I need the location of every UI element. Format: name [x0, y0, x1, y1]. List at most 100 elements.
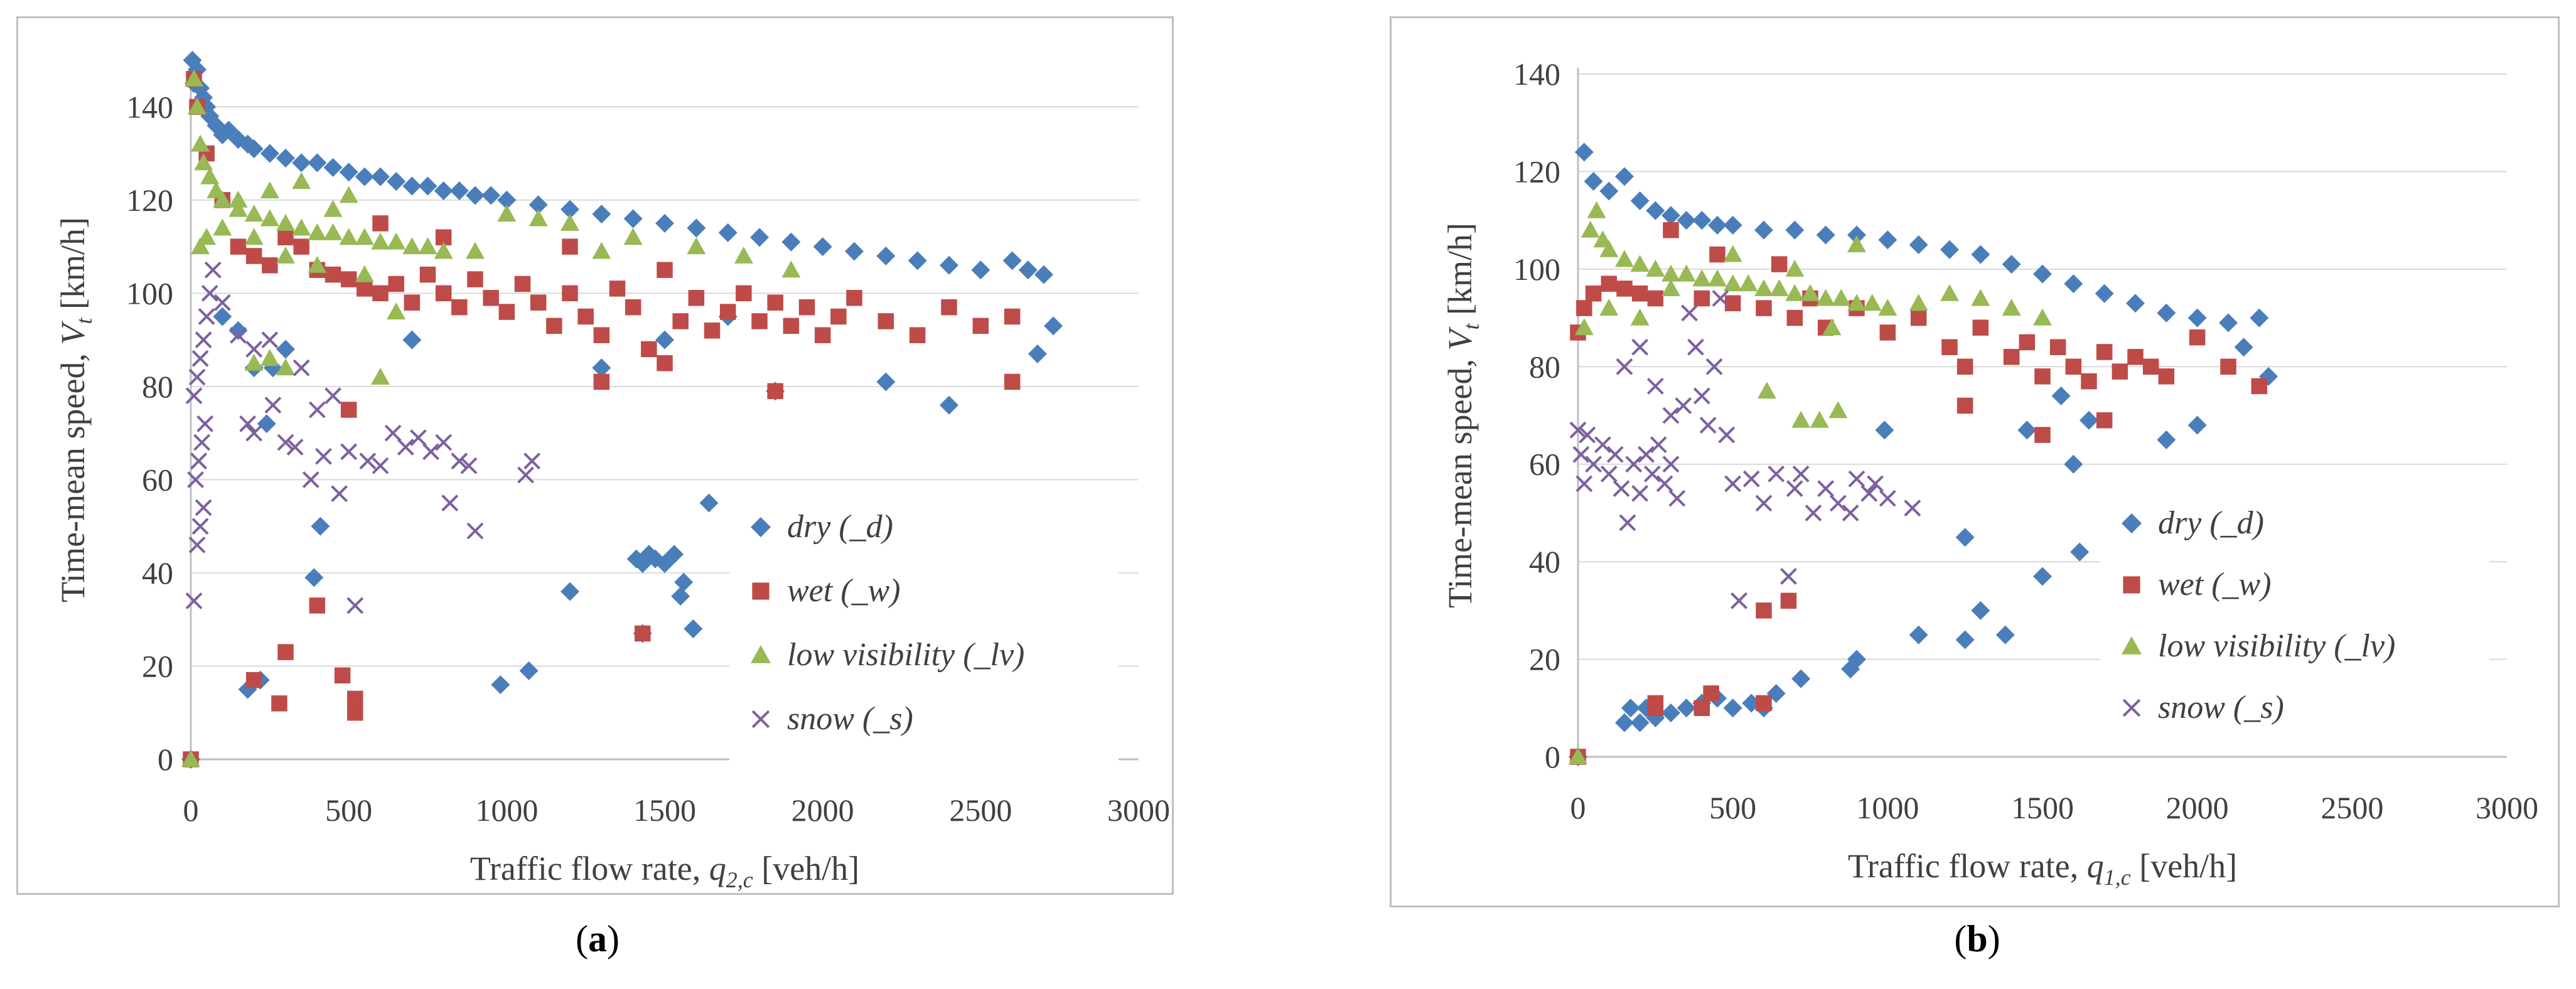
chart-a-point-lv [339, 186, 358, 203]
chart-a-legend: dry (_d)wet (_w)low visibility (_lv)snow… [729, 500, 1119, 768]
chart-a-point-dry [671, 587, 690, 606]
chart-b-point-dry [2234, 338, 2253, 357]
chart-a-point-snow [277, 434, 294, 451]
chart-a-point-lv [323, 200, 343, 217]
chart-b-point-dry [1909, 235, 1928, 254]
chart-a-point-dry [684, 619, 703, 639]
chart-a-point-dry [308, 153, 327, 173]
chart-a-point-wet [609, 281, 626, 297]
chart-b-point-lv [1615, 250, 1634, 267]
chart-b-point-lv [1791, 410, 1811, 428]
chart-b-y-axis-title-var: V [1441, 326, 1479, 351]
chart-b-x-axis-title-unit: [veh/h] [2131, 847, 2237, 885]
chart-a-point-lv [418, 237, 437, 255]
chart-b-point-wet [1756, 602, 1772, 619]
chart-a-point-dry [876, 372, 896, 392]
chart-b-xtick-label: 500 [1709, 790, 1756, 825]
chart-a-point-snow [422, 443, 439, 461]
chart-b-point-snow [1829, 494, 1847, 512]
chart-b-point-snow [1742, 470, 1760, 488]
chart-b-point-snow [1860, 484, 1878, 502]
chart-a-point-lv [371, 232, 390, 250]
chart-b-x-axis-title-main: Traffic flow rate, [1848, 847, 2087, 885]
chart-b-point-lv [1971, 289, 1990, 306]
chart-b-point-wet [1709, 246, 1725, 263]
chart-a-point-snow [204, 261, 222, 279]
chart-a-point-lv [497, 205, 517, 222]
chart-a-point-dry [497, 190, 517, 210]
chart-b-point-snow [1656, 475, 1673, 493]
chart-b-point-dry [2033, 567, 2052, 586]
chart-a-point-dry [561, 582, 579, 601]
chart-b-point-wet [1780, 592, 1797, 609]
chart-b-point-dry [1971, 601, 1990, 620]
chart-a-ytick-label: 40 [142, 555, 173, 591]
chart-b-point-dry [1847, 225, 1866, 245]
chart-b-point-snow [1780, 568, 1797, 585]
chart-a-ytick-label: 140 [126, 89, 173, 124]
chart-b-point-lv [1785, 259, 1805, 277]
chart-a-point-snow [384, 424, 402, 442]
chart-b-point-wet [2142, 358, 2159, 375]
chart-a-point-dry [402, 330, 422, 350]
chart-a-point-wet [830, 308, 847, 325]
chart-a-point-lv [292, 218, 311, 236]
chart-b-point-snow [1646, 377, 1664, 395]
chart-a-point-lv [434, 242, 453, 259]
chart-a-point-lv [188, 97, 207, 115]
chart-b-ytick-label: 100 [1513, 252, 1560, 287]
chart-b-point-wet [1879, 324, 1896, 341]
chart-a-point-snow [409, 429, 427, 446]
chart-a-point-dry [276, 148, 295, 168]
chart-a-point-wet [625, 299, 641, 316]
chart-a-point-wet [388, 275, 404, 292]
chart-a-xtick-label: 2500 [949, 793, 1012, 828]
chart-a-point-dry [718, 223, 738, 242]
chart-b-point-snow [1731, 592, 1747, 609]
chart-b-point-dry [2064, 454, 2083, 474]
chart-a-point-lv [623, 228, 643, 245]
chart-b-legend-marker-snow [2122, 698, 2141, 717]
chart-b-point-dry [1995, 625, 2015, 644]
chart-b-point-wet [1601, 275, 1618, 292]
chart-b-point-lv [1677, 264, 1696, 282]
chart-a-point-snow [466, 522, 484, 540]
chart-b-point-dry [2017, 420, 2037, 440]
chart-a-point-dry [1034, 265, 1053, 284]
chart-a-point-dry [244, 139, 264, 159]
chart-b-point-lv [1723, 245, 1742, 262]
chart-b-point-snow [1699, 417, 1717, 434]
chart-a-point-lv [276, 246, 295, 264]
chart-b-series-lv [1569, 201, 2052, 764]
chart-a-point-wet [498, 304, 515, 320]
chart-b-point-snow [1904, 500, 1921, 517]
chart-b-point-dry [1615, 167, 1634, 186]
chart-a-point-wet [245, 671, 262, 688]
chart-a-point-wet [483, 290, 499, 306]
chart-b-point-wet [1631, 285, 1648, 302]
chart-a: 0 20 40 60 80 100 120 140 0 500 1000 1500 2000 2500 30… [54, 51, 1170, 892]
caption-b: (b) [1883, 917, 2071, 961]
chart-b: 0 20 40 60 80 100 120 140 0 500 1000 1500 2000 2500 30… [1441, 56, 2538, 890]
chart-a-x-axis-title-var: q [709, 850, 726, 887]
chart-a-point-snow [195, 331, 212, 349]
chart-a-point-wet [514, 275, 531, 292]
chart-b-ytick-label: 0 [1545, 739, 1560, 774]
chart-a-xtick-label: 1000 [475, 793, 538, 828]
chart-b-point-snow [1712, 290, 1729, 307]
chart-a-point-snow [325, 387, 341, 405]
chart-a-point-snow [191, 518, 209, 535]
chart-a-point-wet [340, 271, 357, 287]
chart-a-point-wet [577, 308, 594, 325]
chart-b-x-axis-title-var: q [2087, 847, 2104, 885]
chart-a-point-lv [355, 265, 374, 282]
chart-a-point-dry [940, 395, 958, 415]
chart-b-point-dry [1599, 181, 1619, 201]
chart-a-point-wet [372, 285, 389, 302]
chart-b-point-dry [2157, 430, 2176, 449]
chart-a-point-wet [435, 285, 452, 302]
chart-a-point-lv [355, 228, 374, 245]
chart-b-ytick-label: 120 [1513, 154, 1560, 189]
chart-a-point-wet [277, 229, 294, 245]
chart-a-point-snow [188, 368, 206, 386]
